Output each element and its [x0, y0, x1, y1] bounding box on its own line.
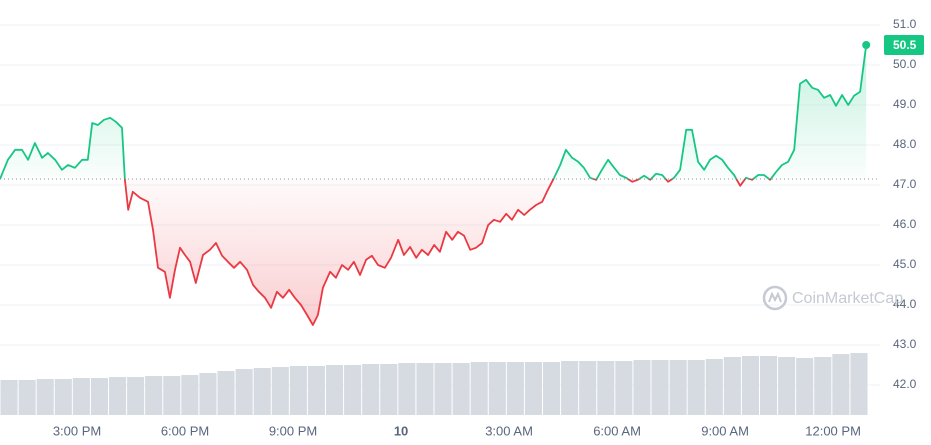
y-tick-label: 48.0	[893, 137, 917, 151]
y-tick-label: 49.0	[893, 97, 917, 111]
x-tick-label: 3:00 PM	[53, 423, 101, 438]
watermark-logo	[762, 285, 788, 311]
price-tag-label: 50.5	[893, 38, 917, 52]
volume-bar	[163, 376, 181, 415]
x-tick-label: 10	[394, 423, 408, 438]
volume-bar	[0, 380, 18, 415]
volume-bar	[506, 362, 524, 415]
volume-bar	[271, 367, 289, 415]
x-tick-label: 9:00 PM	[269, 423, 317, 438]
volume-bar	[253, 368, 271, 415]
volume-bar	[416, 363, 434, 415]
volume-bar	[850, 353, 868, 415]
volume-bar	[54, 379, 72, 415]
volume-bar	[796, 358, 814, 415]
volume-bar	[127, 377, 145, 415]
price-area	[0, 45, 867, 325]
y-tick-label: 47.0	[893, 177, 917, 191]
volume-bar	[579, 361, 597, 415]
watermark-logo-mark	[768, 291, 782, 303]
volume-bar	[470, 362, 488, 415]
volume-bar	[344, 365, 362, 415]
volume-bar	[217, 371, 235, 415]
volume-bar	[72, 378, 90, 415]
volume-bar	[723, 357, 741, 415]
volume-bar	[307, 366, 325, 415]
last-point	[862, 41, 871, 49]
y-tick-label: 46.0	[893, 217, 917, 231]
volume-bar	[18, 380, 36, 415]
volume-bar	[543, 362, 561, 415]
price-tag	[884, 35, 924, 55]
volume-bar	[687, 360, 705, 415]
y-tick-label: 43.0	[893, 337, 917, 351]
volume-bar	[109, 377, 127, 415]
volume-bar	[452, 363, 470, 415]
volume-bar	[488, 362, 506, 415]
y-tick-label: 51.0	[893, 17, 917, 31]
y-tick-label: 45.0	[893, 257, 917, 271]
volume-bar	[741, 356, 759, 415]
volume-bar	[199, 373, 217, 415]
volume-bar	[561, 361, 579, 415]
volume-bar	[434, 363, 452, 415]
volume-bar	[760, 356, 778, 415]
watermark-text: CoinMarketCap	[792, 290, 903, 307]
volume-bar	[181, 375, 199, 415]
volume-bar	[814, 357, 832, 415]
price-line	[0, 44, 868, 326]
volume-bar	[398, 363, 416, 415]
volume-bar	[380, 364, 398, 415]
volume-bar	[832, 354, 850, 415]
volume-bar	[778, 357, 796, 415]
volume-bar	[669, 360, 687, 415]
volume-bar	[235, 369, 253, 415]
volume-bar	[615, 361, 633, 415]
volume-bar	[633, 360, 651, 415]
y-tick-label: 42.0	[893, 377, 917, 391]
x-tick-label: 6:00 PM	[161, 423, 209, 438]
x-tick-label: 9:00 AM	[701, 423, 749, 438]
watermark: CoinMarketCap	[762, 285, 903, 311]
x-tick-label: 6:00 AM	[593, 423, 641, 438]
volume-bar	[651, 360, 669, 415]
volume-bar	[90, 378, 108, 415]
x-tick-label: 3:00 AM	[485, 423, 533, 438]
y-tick-label: 44.0	[893, 297, 917, 311]
volume-bar	[326, 365, 344, 415]
volume-bar	[362, 364, 380, 415]
volume-bar	[145, 376, 163, 415]
volume-bar	[705, 359, 723, 415]
x-tick-label: 12:00 PM	[805, 423, 861, 438]
volume-bar	[524, 362, 542, 415]
volume-bar	[597, 361, 615, 415]
volume-bar	[289, 366, 307, 415]
y-tick-label: 50.0	[893, 57, 917, 71]
volume-bar	[36, 379, 54, 415]
